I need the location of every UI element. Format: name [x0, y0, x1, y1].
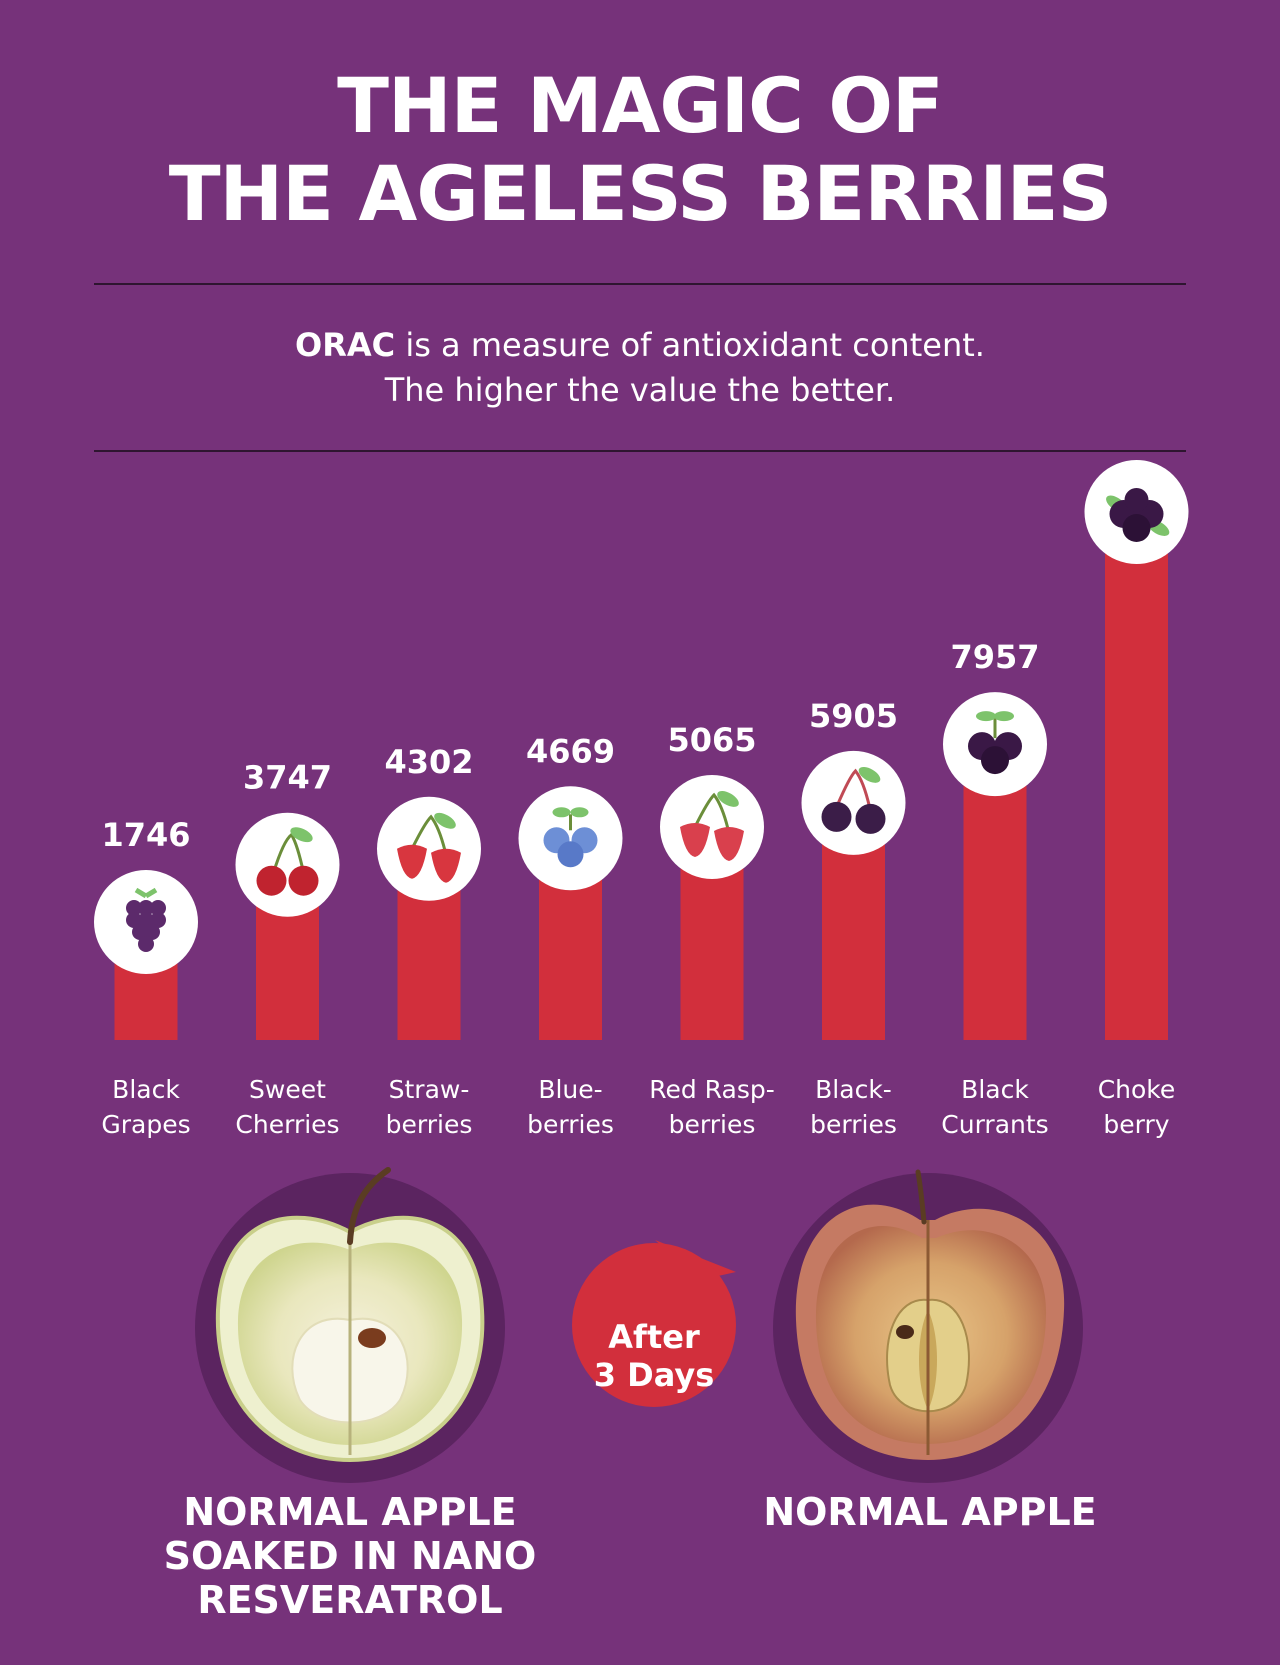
bar-badge-4	[660, 774, 764, 879]
divider-top	[94, 283, 1186, 285]
title-line-1: THE MAGIC OF	[337, 61, 944, 150]
bar-badge-3	[518, 786, 623, 891]
category-label-4-0: Red Rasp-	[649, 1075, 775, 1104]
grapes-icon	[126, 887, 166, 952]
bar-badge-1	[235, 812, 340, 917]
intro-line-1-text: is a measure of antioxidant content.	[395, 326, 985, 364]
category-label-2-1: berries	[386, 1110, 473, 1139]
apple-comparison	[195, 1167, 1083, 1483]
category-label-0-1: Grapes	[101, 1110, 190, 1139]
category-label-2-0: Straw-	[389, 1075, 470, 1104]
intro-line-2: The higher the value the better.	[384, 371, 896, 409]
chokeberry-icon	[1106, 488, 1170, 542]
bar-badge-5	[801, 750, 906, 855]
bar-7	[1105, 512, 1168, 1040]
category-label-3-0: Blue-	[538, 1075, 602, 1104]
after-3-days-badge	[572, 1240, 736, 1407]
blueberries-icon	[543, 807, 598, 868]
aged-apple-label-line-1: NORMAL APPLE	[763, 1490, 1097, 1534]
fresh-apple-image	[195, 1167, 505, 1483]
value-label-2: 4302	[384, 743, 473, 781]
fresh-apple-label-line-3: RESVERATROL	[197, 1578, 503, 1622]
raspberries-icon	[680, 791, 744, 861]
aged-apple-image	[773, 1169, 1083, 1483]
badge-line-2: 3 Days	[593, 1356, 715, 1394]
category-label-4-1: berries	[669, 1110, 756, 1139]
category-label-6-0: Black	[961, 1075, 1029, 1104]
blackberries-icon	[821, 766, 886, 834]
fresh-apple-label-line-2: SOAKED IN NANO	[163, 1534, 537, 1578]
title-line-2: THE AGELESS BERRIES	[168, 149, 1113, 238]
value-label-0: 1746	[101, 816, 190, 854]
category-label-1-1: Cherries	[235, 1110, 339, 1139]
divider-bottom	[94, 450, 1186, 452]
category-label-5-1: berries	[810, 1110, 897, 1139]
bar-badge-2	[377, 796, 481, 901]
category-label-1-0: Sweet	[249, 1075, 326, 1104]
value-label-5: 5905	[809, 697, 898, 735]
cherries-icon	[256, 827, 319, 896]
black-currants-icon	[968, 711, 1022, 775]
category-label-7-1: berry	[1103, 1110, 1169, 1139]
orac-bar-chart: 1746 Black Grapes 3747 Sweet Cherries 4302 Stra…	[94, 460, 1189, 1139]
category-label-7-0: Choke	[1098, 1075, 1176, 1104]
fresh-apple-label-line-1: NORMAL APPLE	[183, 1490, 517, 1534]
fresh-apple-label: NORMAL APPLE SOAKED IN NANO RESVERATROL	[140, 1490, 560, 1622]
category-label-5-0: Black-	[815, 1075, 892, 1104]
intro-line-1: ORAC is a measure of antioxidant content…	[0, 322, 1280, 368]
value-label-4: 5065	[667, 721, 756, 759]
category-label-3-1: berries	[527, 1110, 614, 1139]
badge-line-1: After	[608, 1318, 700, 1356]
value-label-1: 3747	[243, 759, 332, 797]
category-label-6-1: Currants	[941, 1110, 1048, 1139]
orac-term: ORAC	[295, 326, 396, 364]
value-label-6: 7957	[950, 638, 1039, 676]
aged-apple-label: NORMAL APPLE	[720, 1490, 1140, 1534]
strawberries-icon	[397, 812, 461, 883]
category-label-0-0: Black	[112, 1075, 180, 1104]
value-label-3: 4669	[526, 732, 615, 770]
